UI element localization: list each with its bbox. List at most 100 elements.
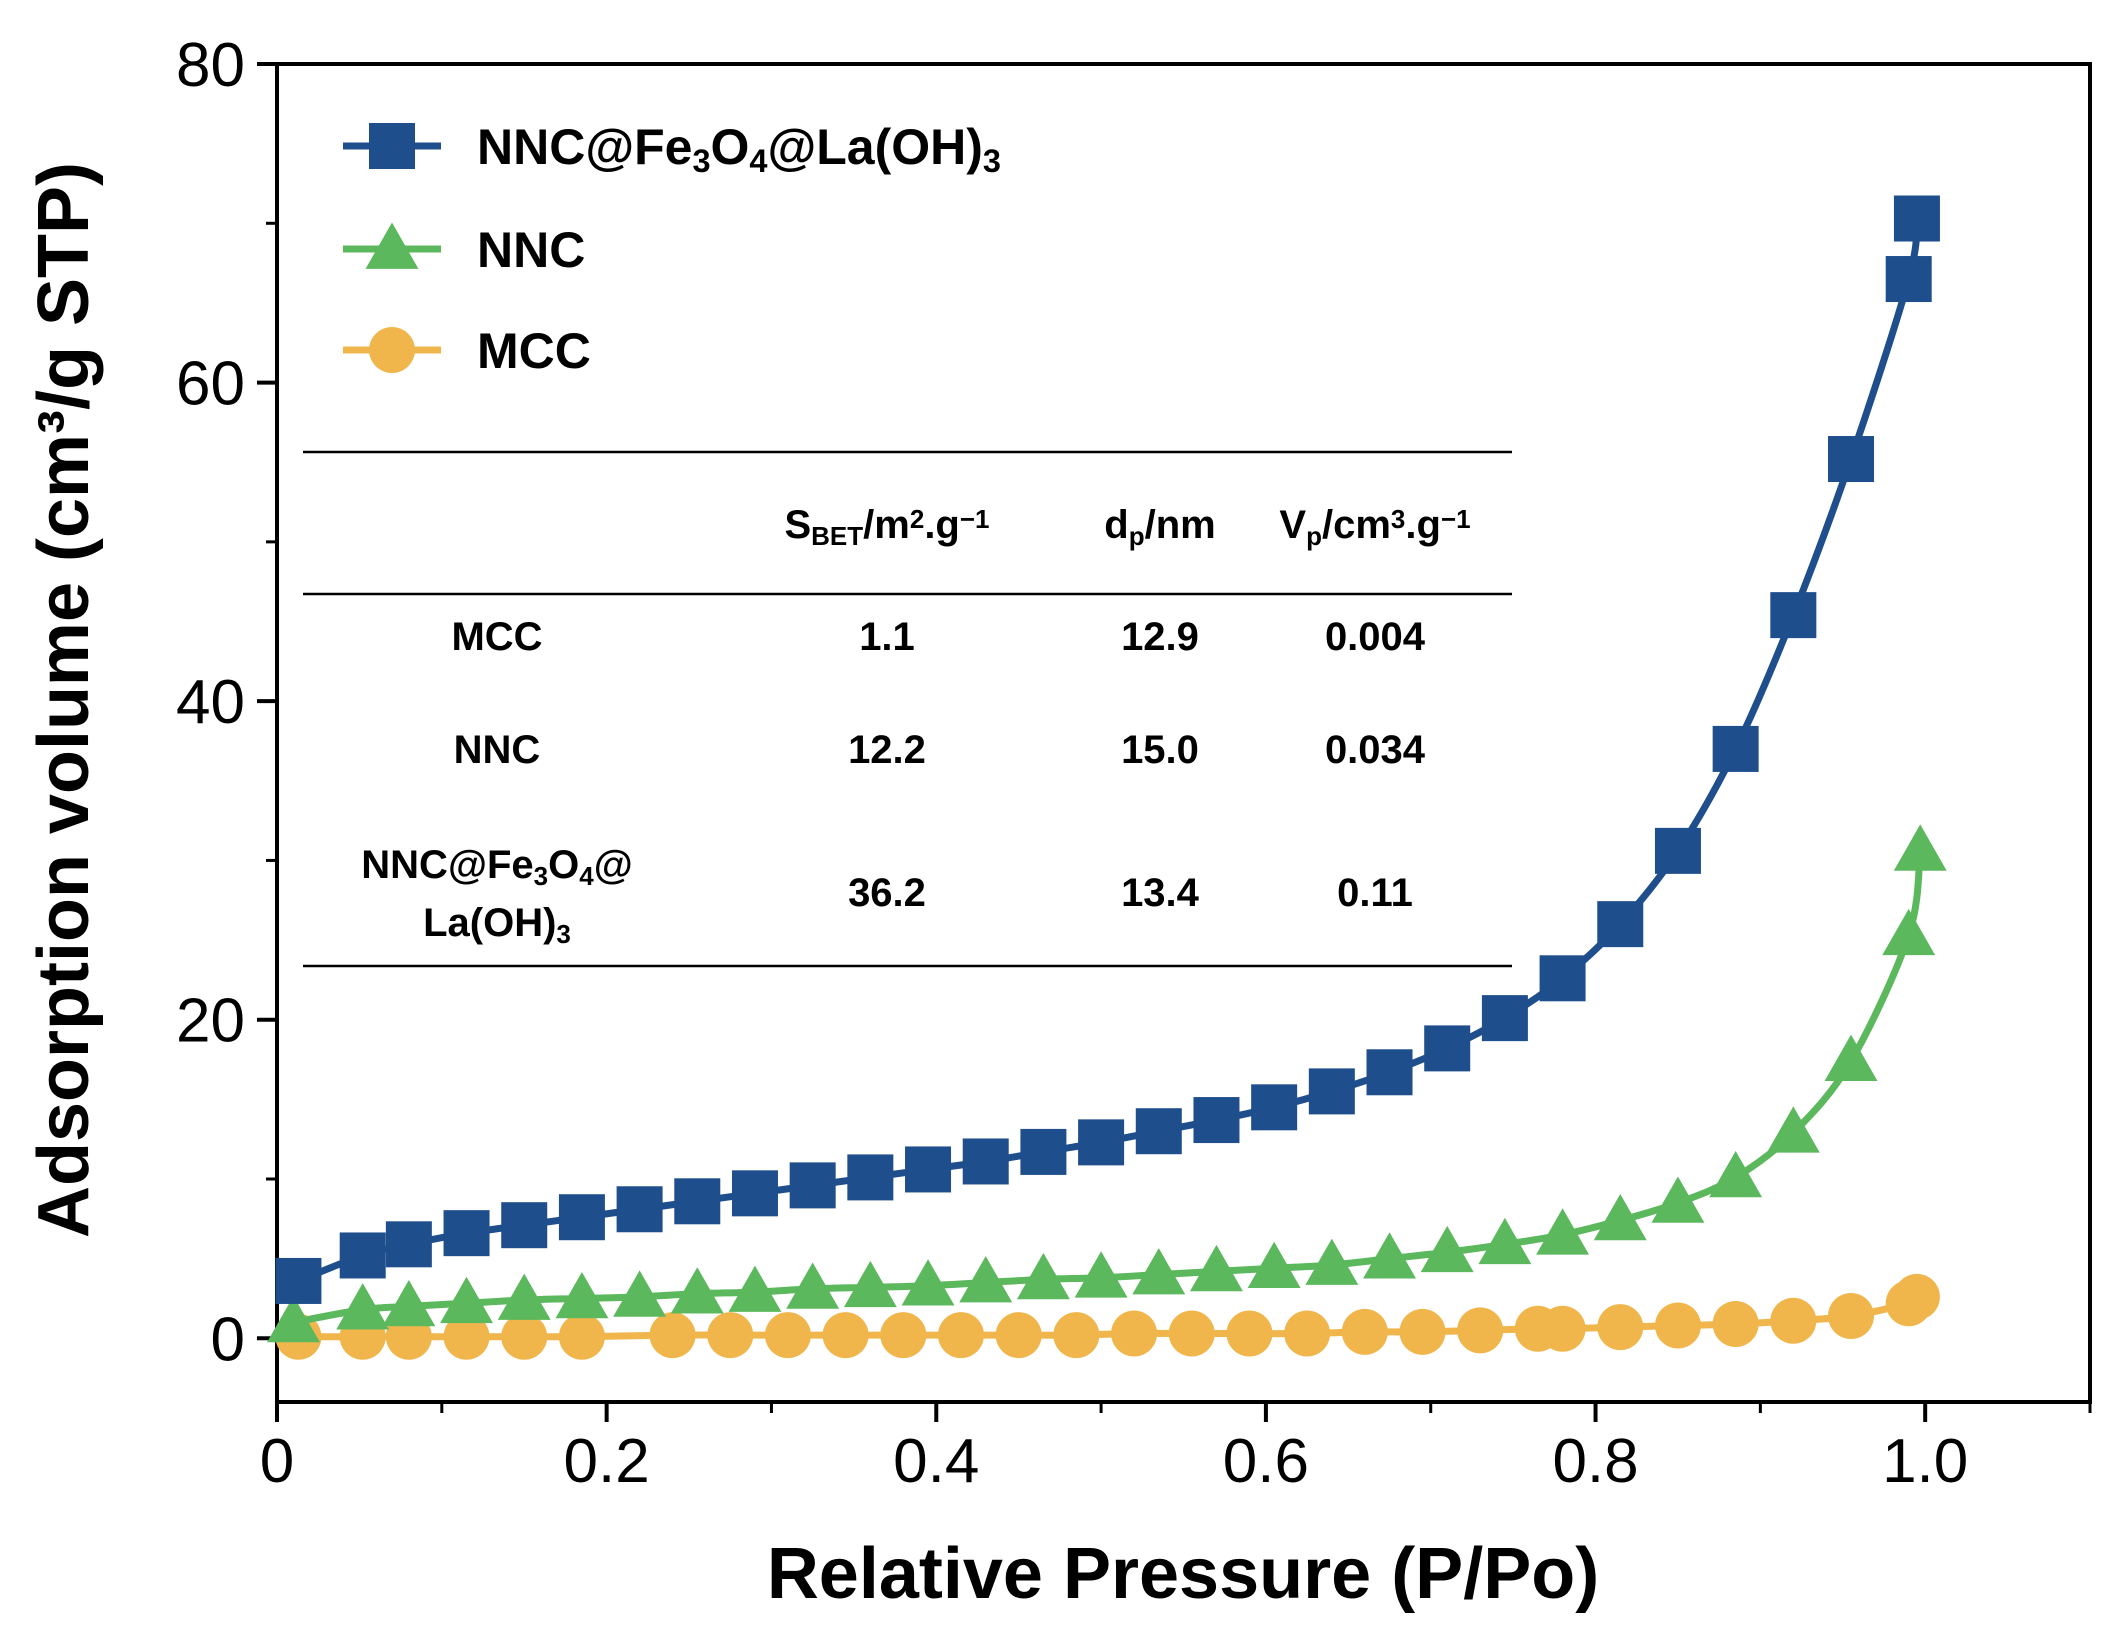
data-point — [1247, 1241, 1301, 1289]
data-point — [1882, 908, 1936, 956]
data-point — [1132, 1248, 1186, 1295]
data-point — [1168, 1310, 1215, 1357]
y-tick-label: 40 — [176, 668, 245, 737]
data-point — [962, 1138, 1009, 1185]
data-point — [847, 1154, 894, 1201]
data-point — [731, 1170, 778, 1217]
table-sample-label-part: O — [548, 843, 579, 887]
table-header-part: /cm — [1322, 503, 1391, 547]
table-header-part: S — [784, 503, 811, 547]
data-point — [995, 1312, 1042, 1359]
data-point — [1770, 1297, 1817, 1344]
table-cell: 1.1 — [859, 615, 915, 659]
data-point — [1399, 1308, 1446, 1355]
table-header-part: p — [1306, 521, 1322, 551]
data-point — [1078, 1119, 1125, 1166]
data-point — [1593, 1193, 1647, 1241]
data-point — [501, 1313, 548, 1360]
table-header: dp/nm — [1104, 503, 1215, 551]
y-axis-title: Adsorption volume (cm³/g STP) — [24, 162, 104, 1238]
table-cell: 13.4 — [1121, 871, 1200, 915]
y-tick-label: 80 — [176, 31, 245, 100]
legend-label-part: NNC@Fe — [477, 119, 692, 175]
data-point — [707, 1312, 754, 1359]
legend-label-part: 3 — [983, 143, 1001, 179]
data-point — [443, 1210, 490, 1257]
data-point — [1053, 1312, 1100, 1359]
data-point — [1893, 195, 1940, 242]
data-point — [1654, 1302, 1701, 1349]
table-sample-label-part: MCC — [451, 615, 542, 659]
data-point — [905, 1146, 952, 1193]
legend-marker — [369, 123, 415, 169]
data-point — [501, 1202, 548, 1249]
table-sample-label-part: NNC@Fe — [361, 843, 533, 887]
data-point — [382, 1279, 436, 1327]
table-header-part: BET — [811, 521, 863, 551]
y-tick-label: 20 — [176, 987, 245, 1056]
data-point — [1284, 1310, 1331, 1357]
data-point — [1481, 995, 1528, 1042]
series-layer — [267, 195, 1947, 1360]
x-tick-label: 0.4 — [893, 1427, 979, 1496]
table-header: SBET/m2.g−1 — [784, 503, 989, 551]
table-sample-label-part: NNC — [454, 728, 541, 772]
table-sample-label-part: La(OH) — [423, 901, 556, 945]
data-point — [1828, 436, 1875, 483]
table-cell: 12.2 — [848, 728, 926, 772]
data-point — [1828, 1292, 1875, 1339]
data-point — [937, 1312, 984, 1359]
table-header-part: .g — [1405, 503, 1441, 547]
data-point — [1766, 1106, 1820, 1153]
data-point — [1651, 1176, 1705, 1223]
data-point — [1539, 1305, 1586, 1352]
data-point — [822, 1312, 869, 1359]
data-point — [1457, 1307, 1504, 1354]
data-point — [1016, 1252, 1070, 1300]
data-point — [497, 1273, 551, 1320]
data-point — [1712, 725, 1759, 772]
data-point — [1366, 1049, 1413, 1096]
data-point — [1251, 1084, 1298, 1131]
data-point — [1193, 1097, 1240, 1144]
data-point — [786, 1262, 840, 1309]
data-point — [1135, 1108, 1182, 1155]
table-cell: 0.034 — [1325, 728, 1426, 772]
table-sample-label: NNC — [454, 728, 541, 772]
table-sample-label: NNC@Fe3O4@ — [361, 843, 632, 891]
data-point — [1074, 1251, 1128, 1298]
table-header-part: 3 — [1391, 504, 1405, 534]
table-sample-label-part: 3 — [534, 861, 548, 891]
data-point — [267, 1295, 320, 1343]
table-cell: 36.2 — [848, 871, 926, 915]
x-tick-label: 0.6 — [1223, 1427, 1309, 1496]
axes: 0 0.2 0.4 0.6 0.8 1.0 0 20 40 60 80 — [176, 31, 2092, 1496]
table-header-part: V — [1279, 503, 1306, 547]
table-cell: 12.9 — [1121, 615, 1199, 659]
data-point — [959, 1256, 1013, 1303]
data-point — [440, 1276, 493, 1324]
data-point — [1893, 1273, 1940, 1320]
data-point — [443, 1313, 490, 1360]
data-point — [1654, 827, 1701, 874]
y-tick-label: 0 — [211, 1305, 245, 1374]
table-header: Vp/cm3.g−1 — [1279, 503, 1470, 551]
legend-label: NNC — [477, 222, 585, 278]
x-axis-title: Relative Pressure (P/Po) — [767, 1534, 1599, 1614]
table-cell: 0.004 — [1325, 615, 1426, 659]
table-sample-label-part: 3 — [556, 919, 570, 949]
data-point — [789, 1162, 836, 1209]
data-point — [764, 1312, 811, 1359]
data-point — [613, 1270, 667, 1317]
table-cell: 15.0 — [1121, 728, 1199, 772]
data-point — [1536, 1208, 1590, 1255]
table-cell: 0.11 — [1337, 871, 1413, 915]
data-point — [1712, 1300, 1759, 1347]
data-point — [336, 1283, 390, 1330]
bet-parameters-table: SBET/m2.g−1 dp/nm Vp/cm3.g−1 MCC 1.1 12.9 0.00… — [303, 450, 1512, 968]
data-point — [670, 1267, 724, 1314]
data-point — [385, 1221, 432, 1268]
data-point — [649, 1312, 696, 1359]
plot-frame — [275, 62, 2092, 1404]
